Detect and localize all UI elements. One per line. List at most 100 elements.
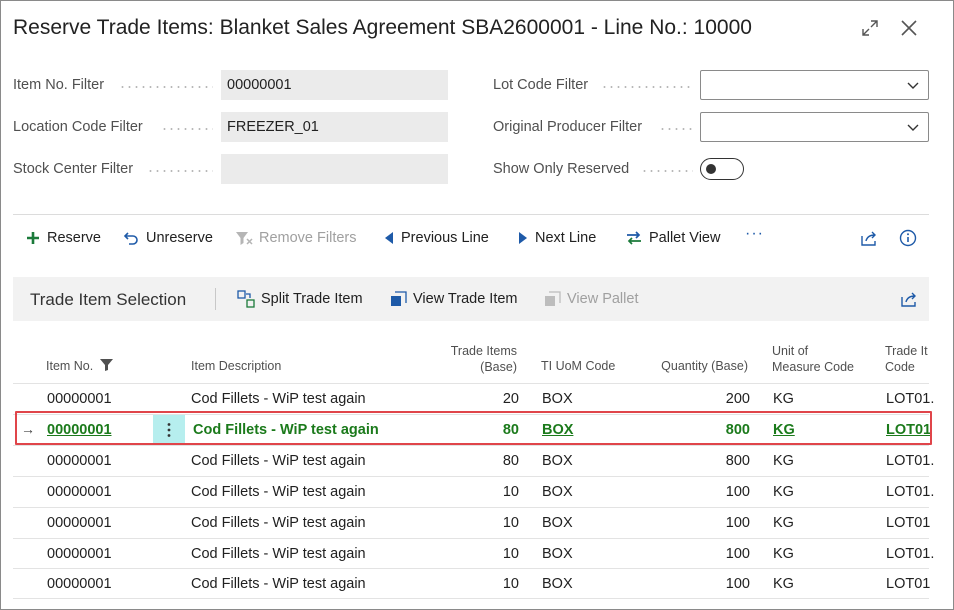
unreserve-label: Unreserve [146, 230, 213, 246]
dotted-leader [659, 128, 693, 130]
cell-trade-item-code: LOT01. [886, 484, 935, 500]
cell-unit-of-measure-code: KG [773, 484, 794, 500]
share-button[interactable] [859, 227, 885, 249]
table-row[interactable]: 00000001 Cod Fillets - WiP test again 80… [13, 445, 934, 476]
cell-item-no[interactable]: 00000001 [47, 422, 112, 438]
previous-line-label: Previous Line [401, 230, 489, 246]
trade-item-selection-panel: Trade Item Selection Split Trade Item Vi… [13, 277, 934, 609]
clear-filter-icon [236, 232, 253, 245]
more-options-button[interactable]: ··· [745, 225, 764, 242]
cell-trade-items-base: 10 [502, 546, 519, 562]
cell-trade-items-base: 10 [502, 515, 519, 531]
original-producer-filter-select[interactable] [700, 112, 929, 142]
view-trade-item-button[interactable]: View Trade Item [390, 288, 518, 310]
remove-filters-label: Remove Filters [259, 230, 357, 246]
cell-item-no[interactable]: 00000001 [47, 391, 112, 407]
column-header-item-no-label: Item No. [46, 359, 94, 373]
undo-icon [123, 232, 138, 245]
table-row-selected[interactable]: → 00000001 Cod Fillets - WiP test again … [13, 414, 932, 445]
cell-item-no[interactable]: 00000001 [47, 515, 112, 531]
share-icon [861, 231, 876, 246]
column-header-line: (Base) [480, 360, 517, 374]
chevron-down-icon [907, 124, 919, 131]
plus-icon [27, 232, 39, 244]
triangle-left-icon [385, 232, 393, 244]
cell-trade-items-base: 10 [502, 484, 519, 500]
cell-quantity-base: 100 [725, 484, 750, 500]
cell-item-description: Cod Fillets - WiP test again [191, 576, 366, 592]
next-line-label: Next Line [535, 230, 597, 246]
view-pallet-icon [545, 290, 561, 306]
column-header-line: Trade It [885, 344, 928, 358]
cell-item-no[interactable]: 00000001 [47, 546, 112, 562]
unreserve-button[interactable]: Unreserve [123, 227, 213, 249]
cell-ti-uom-code: BOX [542, 484, 573, 500]
reserve-button[interactable]: Reserve [25, 227, 101, 249]
view-item-icon [391, 290, 407, 306]
table-row[interactable]: 00000001 Cod Fillets - WiP test again 10… [13, 507, 930, 538]
cell-unit-of-measure-code[interactable]: KG [773, 422, 795, 438]
divider [13, 214, 929, 215]
split-trade-item-button[interactable]: Split Trade Item [237, 288, 363, 310]
cell-quantity-base: 200 [725, 391, 750, 407]
cell-ti-uom-code: BOX [542, 453, 573, 469]
remove-filters-button[interactable]: Remove Filters [235, 227, 357, 249]
cell-quantity-base: 100 [725, 546, 750, 562]
cell-item-no[interactable]: 00000001 [47, 453, 112, 469]
info-button[interactable] [899, 227, 923, 249]
cell-quantity-base: 100 [725, 576, 750, 592]
cell-trade-items-base: 20 [502, 391, 519, 407]
cell-item-no[interactable]: 00000001 [47, 576, 112, 592]
cell-ti-uom-code: BOX [542, 515, 573, 531]
split-trade-item-label: Split Trade Item [261, 291, 363, 307]
table-row[interactable]: 00000001 Cod Fillets - WiP test again 10… [13, 476, 934, 507]
stock-center-filter-input[interactable] [221, 154, 448, 184]
column-header-ti-uom-code[interactable]: TI UoM Code [541, 359, 616, 373]
row-menu-button[interactable] [153, 415, 185, 445]
subpage-header: Trade Item Selection Split Trade Item Vi… [13, 277, 929, 321]
previous-line-button[interactable]: Previous Line [383, 227, 489, 249]
column-header-trade-item-code[interactable]: Trade It Code [885, 343, 928, 375]
column-header-trade-items-base[interactable]: Trade Items (Base) [451, 343, 517, 375]
cell-ti-uom-code[interactable]: BOX [542, 422, 574, 438]
dotted-leader [119, 86, 213, 88]
item-no-filter-input[interactable]: 00000001 [221, 70, 448, 100]
show-only-reserved-label: Show Only Reserved [493, 161, 630, 177]
next-line-button[interactable]: Next Line [517, 227, 596, 249]
cell-unit-of-measure-code: KG [773, 453, 794, 469]
expand-icon[interactable] [857, 15, 883, 41]
cell-quantity-base: 800 [725, 453, 750, 469]
show-only-reserved-toggle[interactable] [700, 158, 744, 180]
table-row[interactable]: 00000001 Cod Fillets - WiP test again 20… [13, 383, 934, 414]
cell-item-no[interactable]: 00000001 [47, 484, 112, 500]
cell-unit-of-measure-code: KG [773, 391, 794, 407]
column-header-item-description[interactable]: Item Description [191, 359, 282, 373]
lot-code-filter-select[interactable] [700, 70, 929, 100]
location-code-filter-input[interactable]: FREEZER_01 [221, 112, 448, 142]
view-pallet-button[interactable]: View Pallet [544, 288, 638, 310]
column-header-item-no[interactable]: Item No. [46, 358, 113, 374]
subpage-share-button[interactable] [899, 288, 925, 310]
table-row[interactable]: 00000001 Cod Fillets - WiP test again 10… [13, 538, 934, 569]
pallet-view-button[interactable]: Pallet View [625, 227, 720, 249]
column-header-line: Trade Items [450, 344, 517, 358]
switch-arrows-icon [627, 231, 641, 245]
cell-item-description: Cod Fillets - WiP test again [191, 484, 366, 500]
cell-unit-of-measure-code: KG [773, 576, 794, 592]
column-header-quantity-base[interactable]: Quantity (Base) [661, 359, 748, 373]
cell-ti-uom-code: BOX [542, 391, 573, 407]
cell-trade-items-base: 80 [502, 453, 519, 469]
share-icon [901, 292, 916, 307]
dotted-leader [147, 170, 213, 172]
item-no-filter-label: Item No. Filter [13, 77, 105, 93]
cell-trade-item-code: LOT01. [886, 546, 935, 562]
column-header-unit-of-measure-code[interactable]: Unit of Measure Code [772, 343, 854, 375]
cell-trade-item-code[interactable]: LOT01 [886, 422, 932, 438]
page-title: Reserve Trade Items: Blanket Sales Agree… [13, 16, 752, 39]
table-row[interactable]: 00000001 Cod Fillets - WiP test again 10… [13, 568, 930, 599]
pallet-view-label: Pallet View [649, 230, 721, 246]
close-icon[interactable] [896, 15, 922, 41]
triangle-right-icon [519, 232, 527, 244]
original-producer-filter-label: Original Producer Filter [493, 119, 643, 135]
cell-quantity-base: 800 [725, 422, 750, 438]
